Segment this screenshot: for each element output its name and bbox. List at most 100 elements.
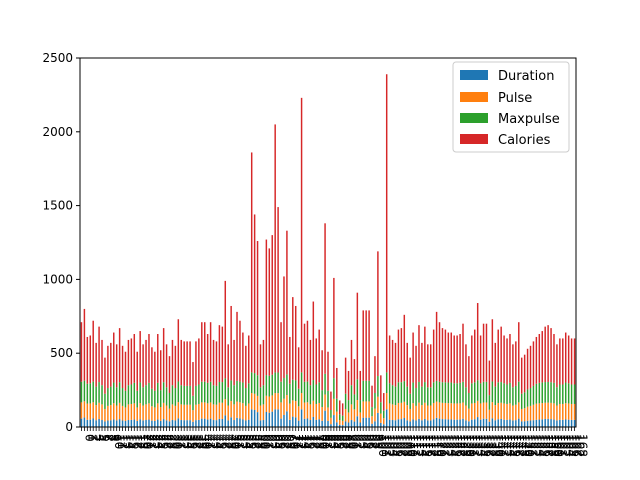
bar-segment-maxpulse — [330, 410, 332, 418]
bar-segment-pulse — [274, 393, 276, 410]
bar-segment-pulse — [107, 405, 109, 421]
bar-segment-pulse — [482, 402, 485, 419]
bar-segment-pulse — [435, 401, 438, 418]
bar-segment-pulse — [412, 403, 414, 420]
bar-segment-calories — [189, 341, 191, 386]
legend: Duration Pulse Maxpulse Calories — [452, 61, 570, 153]
bar-segment-pulse — [362, 401, 364, 418]
bar-segment-maxpulse — [118, 382, 121, 403]
bar-segment-pulse — [353, 409, 356, 422]
bar-segment-calories — [309, 339, 312, 386]
bar-segment-calories — [541, 331, 543, 383]
bar-segment-calories — [415, 345, 417, 389]
x-tick-label: 125 — [449, 434, 463, 457]
bar-segment-calories — [136, 351, 138, 391]
bar-segment-maxpulse — [515, 385, 517, 405]
bar-segment-duration — [177, 418, 180, 427]
bar-segment-duration — [391, 420, 394, 427]
bar-segment-calories — [523, 354, 526, 393]
x-tick-label: 131 — [467, 434, 481, 457]
bar-segment-pulse — [500, 402, 502, 419]
bar-segment-duration — [239, 418, 241, 427]
bar-segment-calories — [447, 332, 450, 383]
bar-segment-pulse — [327, 407, 329, 421]
bar-segment-maxpulse — [391, 385, 394, 405]
bar-segment-calories — [573, 338, 576, 385]
bar-segment-pulse — [115, 405, 118, 421]
bar-segment-pulse — [535, 403, 538, 420]
bar-segment-duration — [497, 419, 499, 427]
x-tick-label: 12 — [118, 434, 132, 449]
bar-segment-maxpulse — [312, 380, 315, 401]
x-tick-label: 110 — [405, 434, 419, 457]
bar-segment-pulse — [224, 399, 227, 416]
bar-segment-maxpulse — [350, 385, 353, 405]
x-tick-label: 150 — [523, 434, 537, 457]
x-tick-label: 52 — [235, 434, 249, 449]
bar-segment-duration — [418, 418, 420, 427]
x-tick-label: 124 — [446, 434, 460, 457]
bar-segment-pulse — [356, 400, 359, 417]
bar-segment-maxpulse — [368, 380, 370, 402]
bar-segment-duration — [412, 419, 414, 427]
bar-segment-maxpulse — [344, 393, 347, 409]
bar-segment-pulse — [479, 403, 482, 420]
bar-segment-pulse — [476, 400, 479, 418]
x-tick-label: 168 — [576, 434, 590, 457]
bar-segment-maxpulse — [567, 383, 570, 404]
bar-segment-maxpulse — [151, 388, 153, 407]
bar-segment-duration — [274, 409, 276, 427]
bar-segment-pulse — [385, 393, 388, 410]
bar-segment-calories — [438, 322, 441, 382]
bar-segment-maxpulse — [371, 407, 373, 417]
bar-segment-calories — [177, 319, 180, 382]
bar-segment-duration — [294, 417, 297, 427]
bar-segment-pulse — [312, 400, 315, 417]
x-tick-label: 103 — [385, 434, 399, 457]
bar-segment-calories — [277, 207, 279, 373]
x-tick-label: 78 — [311, 434, 325, 449]
x-tick-label: 24 — [153, 434, 167, 449]
x-tick-label: 167 — [573, 434, 587, 457]
bar-segment-maxpulse — [456, 383, 458, 404]
x-tick-label: 130 — [464, 434, 478, 457]
bar-segment-duration — [127, 420, 130, 427]
bar-segment-calories — [474, 329, 476, 383]
bar-segment-maxpulse — [523, 392, 526, 409]
bar-segment-duration — [259, 420, 262, 427]
bar-segment-pulse — [544, 402, 546, 419]
bar-segment-pulse — [110, 405, 112, 421]
bar-segment-duration — [374, 421, 376, 427]
bar-segment-calories — [556, 344, 558, 388]
bar-segment-duration — [124, 420, 127, 427]
x-tick-label: 164 — [564, 434, 578, 457]
bar-segment-maxpulse — [127, 385, 130, 405]
bar-segment-duration — [553, 419, 555, 427]
bar-segment-duration — [297, 420, 300, 427]
bar-segment-maxpulse — [283, 378, 285, 399]
bar-segment-calories — [532, 341, 535, 386]
bar-segment-pulse — [321, 407, 323, 421]
y-tick-label: 1500 — [42, 199, 73, 213]
bar-segment-maxpulse — [162, 382, 165, 403]
x-tick-label: 91 — [350, 434, 364, 449]
bar-segment-pulse — [262, 404, 265, 421]
bar-segment-maxpulse — [110, 386, 112, 406]
bar-segment-duration — [476, 417, 479, 427]
bar-segment-pulse — [559, 403, 561, 420]
y-axis: 0 500 1000 1500 2000 2500 — [42, 51, 80, 434]
bar-segment-maxpulse — [201, 381, 203, 403]
bar-segment-duration — [201, 418, 203, 427]
bar-segment-duration — [321, 420, 323, 427]
bar-segment-calories — [336, 367, 338, 399]
bar-segment-duration — [204, 418, 206, 427]
bar-segment-duration — [89, 419, 92, 427]
x-tick-label: 31 — [173, 434, 187, 449]
bar-segment-pulse — [233, 404, 235, 421]
bar-segment-calories — [201, 322, 203, 382]
x-tick-label: 77 — [308, 434, 322, 449]
bar-segment-pulse — [89, 403, 92, 420]
bar-segment-duration — [432, 419, 435, 427]
bar-segment-duration — [159, 420, 162, 427]
x-tick-label: 23 — [150, 434, 164, 449]
